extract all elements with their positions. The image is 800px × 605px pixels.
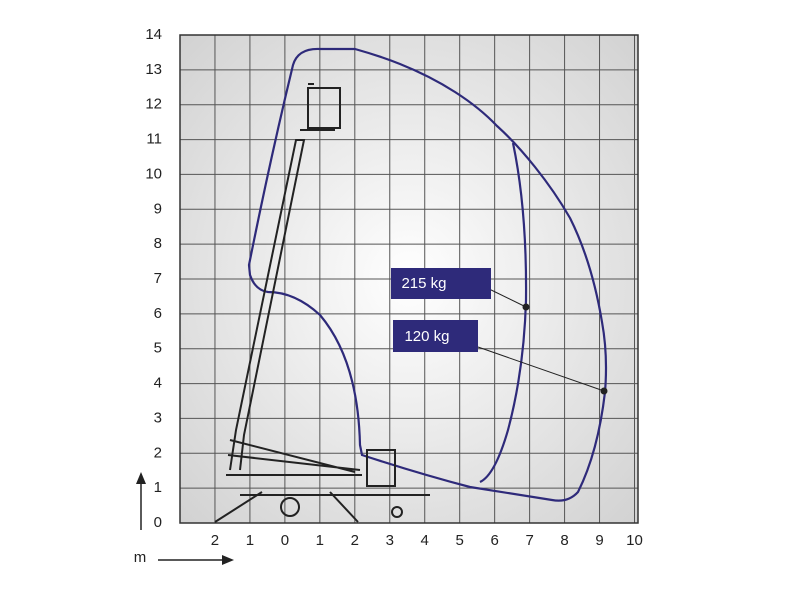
y-tick-label: 10 — [145, 165, 162, 182]
y-tick-label: 8 — [154, 235, 162, 252]
arrow-head — [136, 472, 146, 484]
y-tick-label: 4 — [154, 375, 162, 392]
x-tick-label: 9 — [595, 532, 603, 549]
annotation: 120 kg — [404, 328, 449, 345]
annotation-box — [393, 320, 478, 352]
y-tick-label: 5 — [154, 340, 162, 357]
x-tick-label: 10 — [626, 532, 643, 549]
y-tick-label: 14 — [145, 26, 162, 43]
x-tick-label: 8 — [560, 532, 568, 549]
annotation-box — [391, 268, 491, 299]
annotation: 215 kg — [401, 275, 446, 292]
leader-line — [477, 346, 605, 392]
y-tick-label: 6 — [154, 305, 162, 322]
y-tick-label: 3 — [154, 409, 162, 426]
y-tick-label: 7 — [154, 270, 162, 287]
x-tick-label: 0 — [281, 532, 289, 549]
arrow-head — [222, 555, 234, 565]
plot-border — [179, 34, 639, 524]
x-tick-label: 2 — [351, 532, 359, 549]
x-tick-label: 7 — [525, 532, 533, 549]
y-tick-label: 11 — [146, 131, 162, 148]
x-tick-label: 4 — [421, 532, 429, 549]
y-tick-label: 0 — [154, 514, 162, 531]
x-tick-label: 5 — [456, 532, 464, 549]
x-axis-label: m — [134, 549, 147, 566]
x-tick-label: 1 — [246, 532, 254, 549]
y-tick-label: 2 — [154, 444, 162, 461]
y-tick-label: 12 — [145, 96, 162, 113]
working-envelope — [247, 47, 608, 502]
y-tick-label: 1 — [154, 479, 162, 496]
x-tick-label: 3 — [386, 532, 394, 549]
y-tick-label: 13 — [145, 61, 162, 78]
load-point — [522, 303, 530, 311]
machine — [214, 83, 430, 523]
x-tick-label: 6 — [490, 532, 498, 549]
inner-envelope — [479, 142, 528, 483]
y-tick-label: 9 — [154, 200, 162, 217]
x-tick-label: 1 — [316, 532, 324, 549]
x-tick-label: 2 — [211, 532, 219, 549]
leader-line — [484, 286, 527, 308]
load-point — [600, 387, 608, 395]
